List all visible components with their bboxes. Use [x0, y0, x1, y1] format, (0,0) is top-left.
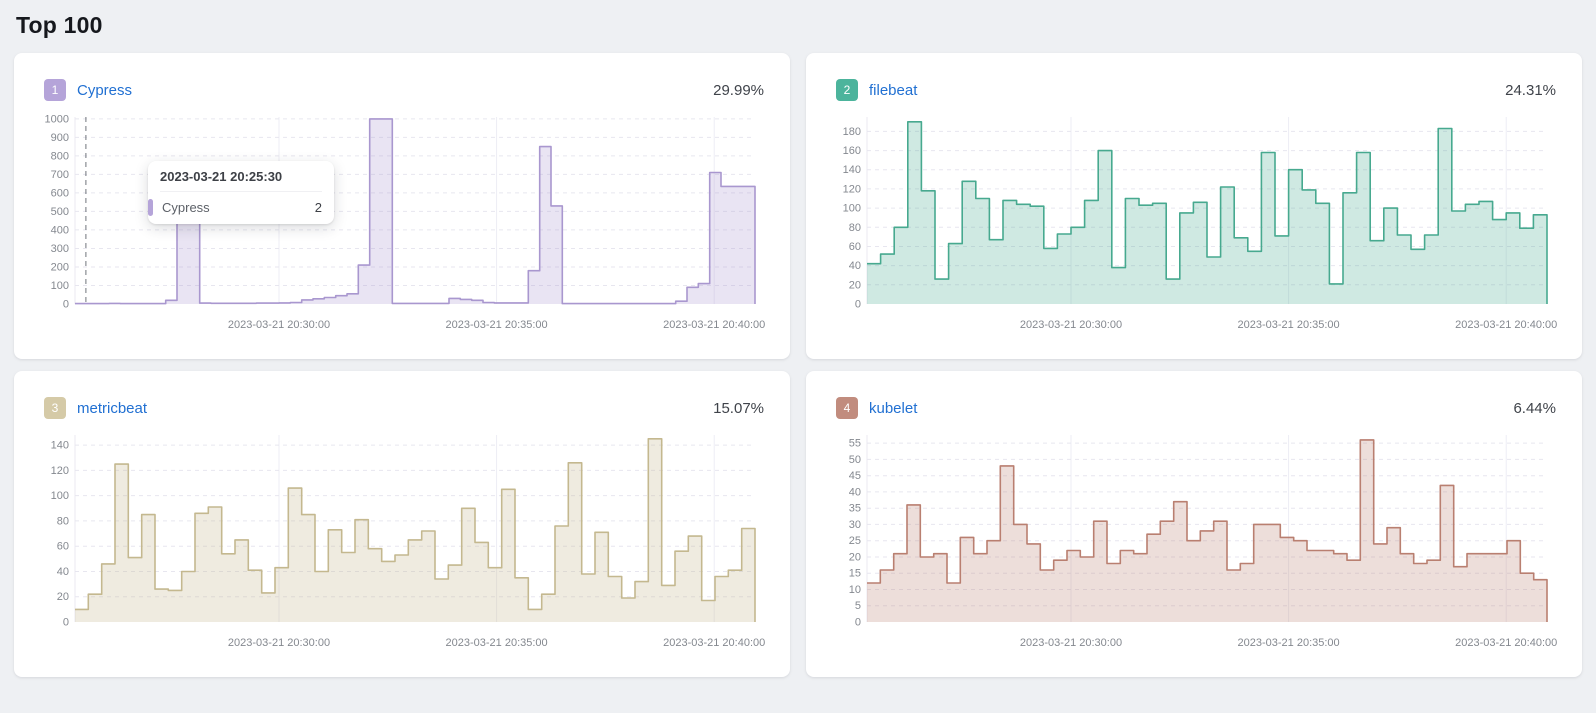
svg-text:100: 100 [51, 490, 69, 502]
svg-text:2023-03-21 20:40:00: 2023-03-21 20:40:00 [1455, 319, 1557, 331]
svg-text:40: 40 [849, 486, 861, 498]
percent-value: 6.44% [1513, 399, 1556, 417]
svg-text:200: 200 [51, 262, 69, 274]
tooltip-series-marker [148, 199, 153, 216]
rank-badge: 3 [44, 397, 66, 419]
tooltip-title: 2023-03-21 20:25:30 [160, 169, 322, 192]
svg-text:2023-03-21 20:40:00: 2023-03-21 20:40:00 [1455, 637, 1557, 649]
svg-text:0: 0 [855, 617, 861, 629]
cards-grid: 1 Cypress 29.99% 2023-03-21 20:30:00 2023… [14, 53, 1582, 677]
svg-text:2023-03-21 20:35:00: 2023-03-21 20:35:00 [1238, 319, 1340, 331]
svg-text:2023-03-21 20:35:00: 2023-03-21 20:35:00 [1238, 637, 1340, 649]
tooltip-row: Cypress 2 [148, 199, 322, 216]
svg-text:2023-03-21 20:35:00: 2023-03-21 20:35:00 [446, 319, 548, 331]
svg-text:20: 20 [849, 279, 861, 291]
chart-area: 2023-03-21 20:30:00 2023-03-21 20:35:00 20… [830, 429, 1558, 655]
svg-text:180: 180 [843, 126, 861, 138]
svg-text:60: 60 [57, 541, 69, 553]
svg-text:35: 35 [849, 503, 861, 515]
svg-text:100: 100 [843, 203, 861, 215]
series-link-cypress[interactable]: Cypress [77, 81, 133, 99]
svg-text:100: 100 [51, 280, 69, 292]
svg-text:600: 600 [51, 187, 69, 199]
svg-text:900: 900 [51, 132, 69, 144]
svg-text:80: 80 [57, 515, 69, 527]
card-header: 2 filebeat 24.31% [806, 53, 1582, 101]
rank-badge: 1 [44, 79, 66, 101]
svg-text:0: 0 [855, 299, 861, 311]
rank-badge: 4 [836, 397, 858, 419]
svg-text:2023-03-21 20:30:00: 2023-03-21 20:30:00 [1020, 637, 1122, 649]
series-link-metricbeat[interactable]: metricbeat [77, 399, 148, 417]
percent-value: 24.31% [1505, 81, 1556, 99]
svg-text:55: 55 [849, 438, 861, 450]
svg-text:160: 160 [843, 145, 861, 157]
svg-text:2023-03-21 20:30:00: 2023-03-21 20:30:00 [228, 637, 330, 649]
svg-text:140: 140 [843, 164, 861, 176]
svg-text:10: 10 [849, 584, 861, 596]
svg-text:25: 25 [849, 535, 861, 547]
svg-text:1000: 1000 [45, 113, 69, 125]
svg-text:2023-03-21 20:30:00: 2023-03-21 20:30:00 [228, 319, 330, 331]
area-chart-kubelet[interactable]: 2023-03-21 20:30:00 2023-03-21 20:35:00 20… [830, 429, 1558, 655]
svg-text:2023-03-21 20:30:00: 2023-03-21 20:30:00 [1020, 319, 1122, 331]
svg-text:40: 40 [849, 260, 861, 272]
series-link-kubelet[interactable]: kubelet [869, 399, 918, 417]
svg-text:2023-03-21 20:40:00: 2023-03-21 20:40:00 [663, 319, 765, 331]
chart-area: 2023-03-21 20:30:00 2023-03-21 20:35:00 20… [38, 429, 766, 655]
percent-value: 15.07% [713, 399, 764, 417]
card-metricbeat: 3 metricbeat 15.07% 2023-03-21 20:30:00 2… [14, 371, 790, 677]
svg-text:5: 5 [855, 600, 861, 612]
svg-text:300: 300 [51, 243, 69, 255]
svg-text:700: 700 [51, 169, 69, 181]
tooltip-value: 2 [314, 200, 322, 215]
area-chart-filebeat[interactable]: 2023-03-21 20:30:00 2023-03-21 20:35:00 20… [830, 111, 1558, 337]
svg-text:0: 0 [63, 617, 69, 629]
rank-badge: 2 [836, 79, 858, 101]
card-kubelet: 4 kubelet 6.44% 2023-03-21 20:30:00 2023-… [806, 371, 1582, 677]
svg-text:80: 80 [849, 222, 861, 234]
svg-text:40: 40 [57, 566, 69, 578]
card-header: 4 kubelet 6.44% [806, 371, 1582, 419]
svg-text:45: 45 [849, 470, 861, 482]
chart-tooltip: 2023-03-21 20:25:30 Cypress 2 [148, 161, 334, 224]
svg-text:400: 400 [51, 224, 69, 236]
page-title: Top 100 [16, 12, 103, 38]
svg-text:500: 500 [51, 206, 69, 218]
svg-text:60: 60 [849, 241, 861, 253]
tooltip-series-label: Cypress [162, 200, 210, 215]
svg-text:50: 50 [849, 454, 861, 466]
chart-area: 2023-03-21 20:30:00 2023-03-21 20:35:00 20… [38, 111, 766, 337]
card-header: 1 Cypress 29.99% [14, 53, 790, 101]
svg-text:800: 800 [51, 150, 69, 162]
series-link-filebeat[interactable]: filebeat [869, 81, 918, 99]
svg-text:15: 15 [849, 568, 861, 580]
svg-text:30: 30 [849, 519, 861, 531]
svg-text:2023-03-21 20:35:00: 2023-03-21 20:35:00 [446, 637, 548, 649]
card-cypress: 1 Cypress 29.99% 2023-03-21 20:30:00 2023… [14, 53, 790, 359]
card-filebeat: 2 filebeat 24.31% 2023-03-21 20:30:00 202… [806, 53, 1582, 359]
svg-text:20: 20 [57, 591, 69, 603]
svg-text:20: 20 [849, 552, 861, 564]
svg-text:120: 120 [51, 465, 69, 477]
svg-text:120: 120 [843, 183, 861, 195]
card-header: 3 metricbeat 15.07% [14, 371, 790, 419]
chart-area: 2023-03-21 20:30:00 2023-03-21 20:35:00 20… [830, 111, 1558, 337]
svg-text:140: 140 [51, 440, 69, 452]
percent-value: 29.99% [713, 81, 764, 99]
area-chart-cypress[interactable]: 2023-03-21 20:30:00 2023-03-21 20:35:00 20… [38, 111, 766, 337]
area-chart-metricbeat[interactable]: 2023-03-21 20:30:00 2023-03-21 20:35:00 20… [38, 429, 766, 655]
svg-text:2023-03-21 20:40:00: 2023-03-21 20:40:00 [663, 637, 765, 649]
svg-text:0: 0 [63, 299, 69, 311]
